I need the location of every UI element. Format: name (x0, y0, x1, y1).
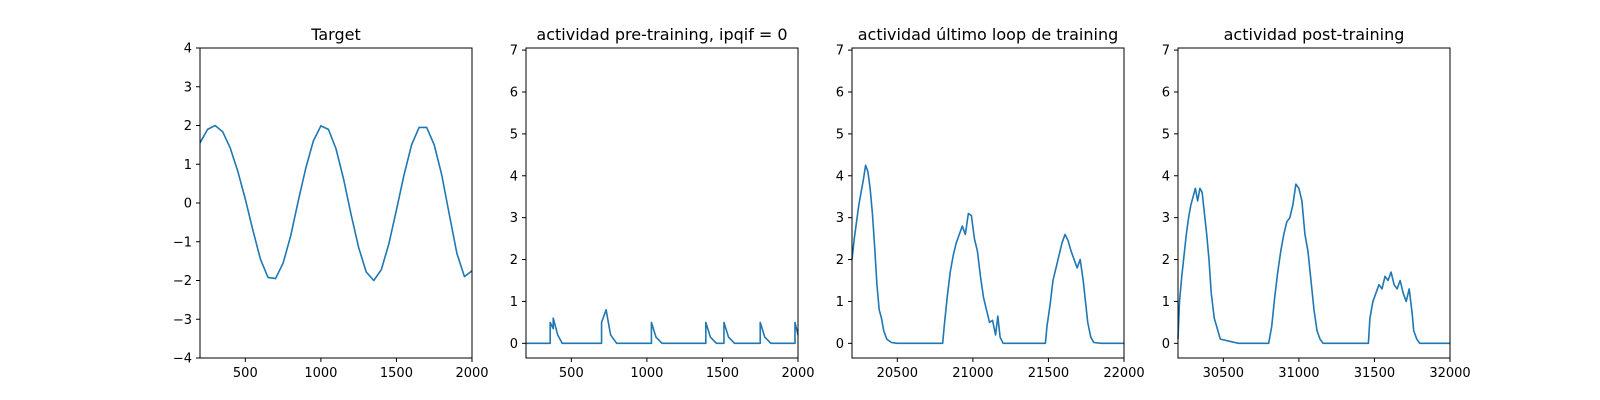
x-tick-label: 22000 (1103, 366, 1144, 381)
y-tick-label: 2 (510, 253, 518, 268)
y-tick-label: 1 (836, 295, 844, 310)
y-tick-label: 1 (184, 158, 192, 173)
y-tick-label: 4 (510, 169, 518, 184)
y-tick-label: −4 (173, 352, 192, 367)
y-tick-label: 7 (1162, 44, 1170, 59)
plot-frame (525, 47, 799, 359)
y-tick-label: −1 (173, 235, 192, 250)
y-tick-label: 6 (1162, 85, 1170, 100)
panel-title: actividad último loop de training (858, 25, 1119, 44)
y-tick-label: 2 (836, 253, 844, 268)
x-tick-label: 500 (233, 366, 258, 381)
y-tick-label: 6 (836, 85, 844, 100)
y-tick-label: 5 (836, 127, 844, 142)
x-tick-label: 31000 (1278, 366, 1319, 381)
y-tick-label: 3 (510, 211, 518, 226)
y-tick-label: 5 (510, 127, 518, 142)
y-tick-label: 3 (836, 211, 844, 226)
plot-frame (1177, 47, 1451, 359)
panel-title: actividad post-training (1224, 25, 1405, 44)
x-tick-label: 21500 (1028, 366, 1069, 381)
panel-title: actividad pre-training, ipqif = 0 (536, 25, 787, 44)
panel-post-training: actividad post-training 30500 31000 31500 3… (1162, 25, 1471, 381)
y-tick-label: 0 (1162, 337, 1170, 352)
x-tick-label: 1500 (706, 366, 739, 381)
y-tick-label: 7 (836, 44, 844, 59)
x-tick-label: 32000 (1429, 366, 1470, 381)
panel-last-training-loop: actividad último loop de training 20500 2… (836, 25, 1145, 381)
y-tick-label: 0 (510, 337, 518, 352)
panel-target: Target 500 1000 1500 2000 −4 −3 −2 −1 0 1 2 3 4 (173, 25, 489, 381)
y-tick-label: 0 (184, 197, 192, 212)
x-tick-label: 31500 (1354, 366, 1395, 381)
x-tick-label: 1000 (304, 366, 337, 381)
x-tick-label: 2000 (455, 366, 488, 381)
y-tick-label: 5 (1162, 127, 1170, 142)
y-tick-label: 1 (1162, 295, 1170, 310)
panel-title: Target (310, 25, 361, 44)
x-tick-label: 20500 (877, 366, 918, 381)
panel-pre-training: actividad pre-training, ipqif = 0 500 100… (510, 25, 815, 381)
x-tick-label: 30500 (1203, 366, 1244, 381)
x-tick-label: 21000 (952, 366, 993, 381)
series-line (199, 124, 473, 282)
y-tick-label: 3 (184, 80, 192, 95)
y-tick-label: 4 (184, 42, 192, 57)
y-tick-label: 1 (510, 295, 518, 310)
series-line (1177, 183, 1450, 345)
x-tick-label: 1500 (380, 366, 413, 381)
plot-frame (851, 47, 1125, 359)
series-line (851, 164, 1124, 345)
y-tick-label: 4 (836, 169, 844, 184)
y-tick-label: 6 (510, 85, 518, 100)
y-tick-label: −2 (173, 274, 192, 289)
y-tick-label: 2 (184, 119, 192, 134)
x-tick-label: 500 (559, 366, 584, 381)
y-tick-label: 4 (1162, 169, 1170, 184)
y-tick-label: 2 (1162, 253, 1170, 268)
series-line (526, 309, 799, 345)
y-tick-label: 7 (510, 44, 518, 59)
plot-frame (199, 47, 473, 359)
y-tick-label: 3 (1162, 211, 1170, 226)
y-tick-label: 0 (836, 337, 844, 352)
x-tick-label: 1000 (630, 366, 663, 381)
x-tick-label: 2000 (781, 366, 814, 381)
y-tick-label: −3 (173, 313, 192, 328)
